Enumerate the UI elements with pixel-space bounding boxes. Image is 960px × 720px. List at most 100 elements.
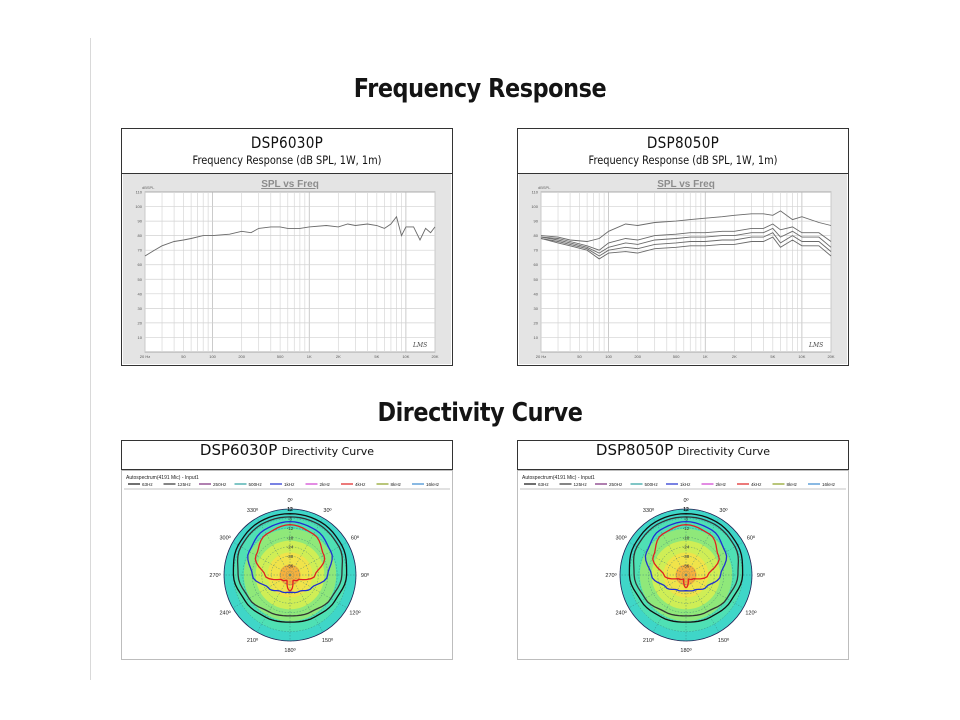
- x-tick-label: 100: [605, 354, 612, 359]
- x-tick-label: 1K: [703, 354, 708, 359]
- polar-header-text: Autospectrum(4191 Mic) - Input1: [522, 475, 595, 481]
- x-tick-label: 2K: [732, 354, 737, 359]
- fr-subtitle: Frequency Response (dB SPL, 1W, 1m): [192, 153, 382, 167]
- fr-chart-area: SPL vs Freq dBSPL 110 100 90 80 70 60 50 40 30 20 10…: [519, 174, 847, 364]
- polar-ring: [648, 537, 724, 613]
- x-tick-label: 500: [277, 354, 284, 359]
- x-tick-label: 1K: [307, 354, 312, 359]
- plot-background: [144, 191, 436, 353]
- legend-label: 2kHz: [320, 482, 331, 487]
- polar-series-curve: [232, 513, 348, 623]
- spl-series-line: [540, 227, 832, 254]
- y-tick-label: 30: [138, 306, 143, 311]
- polar-angle-label: 60º: [351, 535, 359, 542]
- legend-label: 1kHz: [284, 482, 295, 487]
- chart-title: SPL vs Freq: [657, 179, 715, 190]
- polar-ring-label: -18: [287, 535, 294, 540]
- polar-angle-label: 150º: [718, 637, 729, 644]
- polar-angle-label: 60º: [747, 535, 755, 542]
- polar-angle-label: 300º: [615, 535, 626, 542]
- x-tick-label: 200: [238, 354, 245, 359]
- chart-title: SPL vs Freq: [261, 179, 319, 190]
- polar-angle-label: 0º: [287, 497, 292, 504]
- polar-ring-label: -30: [683, 554, 690, 559]
- fr-panel-header: DSP8050P Frequency Response (dB SPL, 1W,…: [518, 129, 848, 174]
- spl-series-line: [540, 223, 832, 251]
- polar-angle-label: 330º: [247, 507, 258, 514]
- legend-label: 125Hz: [574, 482, 588, 487]
- polar-angle-label: 90º: [361, 572, 369, 579]
- y-tick-label: 70: [138, 248, 143, 253]
- polar-angle-label: 30º: [719, 507, 727, 514]
- y-tick-label: 50: [534, 277, 539, 282]
- y-tick-label: 90: [534, 219, 539, 224]
- polar-angle-label: 120º: [349, 610, 360, 617]
- y-axis-label: dBSPL: [538, 185, 551, 190]
- polar-angle-label: 210º: [643, 637, 654, 644]
- directivity-model: DSP8050P: [595, 441, 674, 459]
- polar-spoke: [652, 517, 687, 576]
- legend-label: 4kHz: [751, 482, 762, 487]
- legend-label: 500Hz: [645, 482, 659, 487]
- polar-ring-label: -24: [287, 545, 294, 550]
- y-tick-label: 60: [138, 262, 143, 267]
- fr-panel-dsp8050p: DSP8050P Frequency Response (dB SPL, 1W,…: [517, 128, 849, 366]
- plot-background: [540, 191, 832, 353]
- fr-panel-header: DSP6030P Frequency Response (dB SPL, 1W,…: [122, 129, 452, 174]
- polar-series-curve: [652, 524, 720, 589]
- polar-angle-label: 270º: [605, 572, 616, 579]
- polar-series-curve: [247, 520, 333, 594]
- polar-header-text: Autospectrum(4191 Mic) - Input1: [126, 475, 199, 481]
- polar-angle-label: 330º: [643, 507, 654, 514]
- y-tick-label: 110: [532, 190, 539, 195]
- polar-spoke: [289, 517, 324, 576]
- x-tick-label: 200: [634, 354, 641, 359]
- y-tick-label: 10: [138, 335, 143, 340]
- directivity-label: Directivity Curve: [677, 445, 771, 458]
- directivity-panel-dsp6030p: DSP6030P Directivity Curve Autospectrum(…: [121, 440, 453, 660]
- y-tick-label: 30: [534, 306, 539, 311]
- polar-spoke: [256, 574, 291, 633]
- x-tick-label: 20 Hz: [140, 354, 150, 359]
- polar-ring-label: -12: [287, 526, 294, 531]
- fr-chart-area: SPL vs Freq dBSPL 110 100 90 80 70 60 50 40 30 20 10…: [123, 174, 451, 364]
- polar-series-curve: [236, 516, 344, 617]
- x-tick-label: 10K: [402, 354, 409, 359]
- directivity-label: Directivity Curve: [281, 445, 375, 458]
- spl-series-line: [540, 232, 832, 257]
- polar-series-curve: [254, 524, 326, 592]
- polar-outline: [223, 508, 357, 642]
- polar-spoke: [289, 574, 348, 609]
- polar-spoke: [685, 541, 744, 576]
- directivity-model: DSP6030P: [199, 441, 278, 459]
- polar-spoke: [628, 574, 687, 609]
- y-axis-label: dBSPL: [142, 185, 155, 190]
- legend-label: 250Hz: [213, 482, 227, 487]
- x-tick-label: 5K: [770, 354, 775, 359]
- y-tick-label: 110: [136, 190, 143, 195]
- polar-angle-label: 30º: [323, 507, 331, 514]
- y-tick-label: 70: [534, 248, 539, 253]
- polar-top-value: 12: [683, 507, 689, 513]
- directivity-header: DSP6030P Directivity Curve: [121, 440, 453, 470]
- polar-spoke: [628, 541, 687, 576]
- polar-ring-label: -12: [683, 526, 690, 531]
- y-tick-label: 100: [135, 204, 142, 209]
- spl-series-line: [540, 236, 832, 260]
- legend-label: 500Hz: [249, 482, 263, 487]
- polar-spoke: [685, 574, 720, 633]
- polar-angle-label: 0º: [683, 497, 688, 504]
- polar-angle-label: 90º: [757, 572, 765, 579]
- polar-ring-label: -6: [684, 516, 688, 521]
- x-tick-label: 2K: [336, 354, 341, 359]
- polar-angle-label: 150º: [322, 637, 333, 644]
- y-tick-label: 90: [138, 219, 143, 224]
- legend-label: 2kHz: [716, 482, 727, 487]
- polar-spoke: [289, 541, 348, 576]
- polar-outline: [619, 508, 753, 642]
- directivity-header: DSP8050P Directivity Curve: [517, 440, 849, 470]
- polar-ring: [638, 527, 734, 623]
